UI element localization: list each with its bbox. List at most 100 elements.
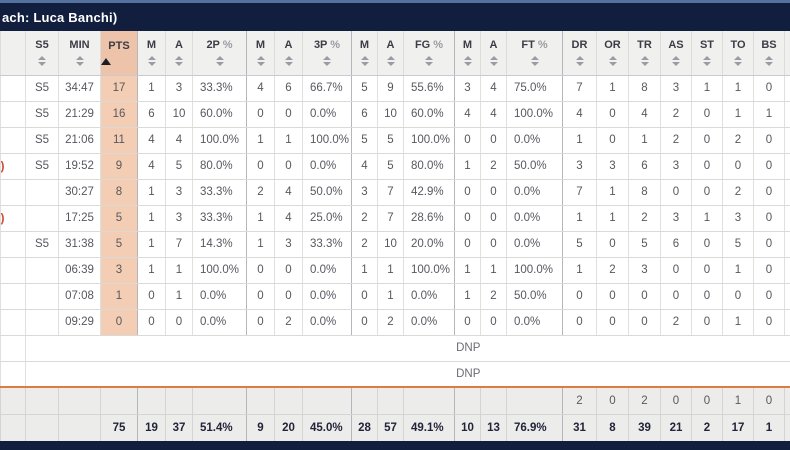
cell-m2p: 4 [137, 153, 166, 180]
cell-as: 21 [660, 414, 692, 442]
column-header-dr[interactable]: DR [562, 31, 597, 76]
cell-m2p: 6 [137, 101, 166, 128]
cell-st: 0 [691, 179, 723, 206]
cell-m2p: 19 [137, 414, 166, 442]
cell-ftpct: 0.0% [506, 127, 563, 154]
cell-bs: 0 [753, 127, 785, 154]
cell-m3p: 0 [246, 309, 275, 336]
cell-name [0, 361, 26, 388]
cell-to: 5 [722, 231, 754, 258]
column-header-mfg[interactable]: M [351, 31, 378, 76]
cell-mft: 1 [454, 283, 481, 310]
cell-a2p: 1 [165, 283, 193, 310]
column-header-pts[interactable]: PTS [100, 31, 138, 76]
column-label: MIN [69, 39, 90, 52]
cell-ftpct: 0.0% [506, 231, 563, 258]
column-header-st[interactable]: ST [691, 31, 723, 76]
cell-m3p: 1 [246, 205, 275, 232]
column-header-next [784, 31, 790, 76]
cell-p3pct: 0.0% [302, 283, 352, 310]
column-header-a2p[interactable]: A [165, 31, 193, 76]
cell-fgpct: 49.1% [403, 414, 455, 442]
column-header-m2p[interactable]: M [137, 31, 166, 76]
cell-dr: 0 [562, 283, 597, 310]
cell-a3p: 20 [274, 414, 303, 442]
cell-fgpct: 42.9% [403, 179, 455, 206]
cell-s5 [25, 309, 59, 336]
column-header-afg[interactable]: A [377, 31, 404, 76]
cell-next [784, 179, 790, 206]
sort-icon [167, 56, 193, 67]
cell-min: 34:47 [58, 75, 101, 102]
cell-bs: 0 [753, 231, 785, 258]
cell-m3p: 0 [246, 283, 275, 310]
sort-icon [482, 56, 507, 67]
cell-st: 0 [691, 283, 723, 310]
column-header-s5[interactable]: S5 [25, 31, 59, 76]
column-header-aft[interactable]: A [480, 31, 507, 76]
cell-s5: S5 [25, 75, 59, 102]
column-header-tr[interactable]: TR [628, 31, 661, 76]
cell-pts: 5 [100, 231, 138, 258]
cell-min: 17:25 [58, 205, 101, 232]
sort-icon [662, 56, 692, 67]
cropped-red-text-fragment: ) [0, 159, 5, 173]
cell-s5 [25, 283, 59, 310]
column-header-p2pct[interactable]: 2P % [192, 31, 247, 76]
column-header-m3p[interactable]: M [246, 31, 275, 76]
cell-next [784, 386, 790, 415]
column-header-bs[interactable]: BS [753, 31, 785, 76]
player-row: 07:08 1 0 1 0.0% 0 0 0.0% 0 1 0.0% 1 2 50.0% 0 0 0 0 0 0 0 [0, 283, 790, 310]
cell-next [784, 283, 790, 310]
cell-s5: S5 [25, 231, 59, 258]
column-header-or[interactable]: OR [596, 31, 629, 76]
cell-fgpct: 80.0% [403, 153, 455, 180]
cell-to: 2 [722, 127, 754, 154]
cell-a2p: 4 [165, 127, 193, 154]
cell-a2p: 0 [165, 309, 193, 336]
cell-m3p: 0 [246, 153, 275, 180]
column-header-a3p[interactable]: A [274, 31, 303, 76]
cell-mfg: 2 [351, 231, 378, 258]
cell-s5 [25, 414, 59, 442]
cell-s5: S5 [25, 127, 59, 154]
cell-a3p [274, 386, 303, 415]
cell-pts: 11 [100, 127, 138, 154]
cell-pts: 17 [100, 75, 138, 102]
column-label: OR [604, 39, 621, 52]
column-header-mft[interactable]: M [454, 31, 481, 76]
cell-mfg: 0 [351, 309, 378, 336]
cell-tr: 5 [628, 231, 661, 258]
cell-dr: 5 [562, 231, 597, 258]
cell-st: 0 [691, 386, 723, 415]
column-header-as[interactable]: AS [660, 31, 692, 76]
cell-m2p: 1 [137, 75, 166, 102]
column-header-ftpct[interactable]: FT % [506, 31, 563, 76]
cell-min: 21:06 [58, 127, 101, 154]
cell-to: 3 [722, 205, 754, 232]
cell-pts: 9 [100, 153, 138, 180]
cell-afg: 1 [377, 283, 404, 310]
column-header-fgpct[interactable]: FG % [403, 31, 455, 76]
cell-tr: 4 [628, 101, 661, 128]
cell-m2p [137, 386, 166, 415]
column-header-p3pct[interactable]: 3P % [302, 31, 352, 76]
cell-as: 6 [660, 231, 692, 258]
cell-m3p [246, 386, 275, 415]
cell-name [0, 309, 26, 336]
cell-a3p: 3 [274, 231, 303, 258]
cell-a3p: 4 [274, 205, 303, 232]
cell-ftpct: 75.0% [506, 75, 563, 102]
coach-title-bar: ach: Luca Banchi) [0, 0, 790, 31]
cell-next [784, 231, 790, 258]
column-label: M [359, 39, 370, 52]
cell-bs: 0 [753, 179, 785, 206]
cell-next [784, 309, 790, 336]
cell-st: 0 [691, 127, 723, 154]
column-header-to[interactable]: TO [722, 31, 754, 76]
column-header-min[interactable]: MIN [58, 31, 101, 76]
cell-pts: 8 [100, 179, 138, 206]
cell-p2pct [192, 386, 247, 415]
column-label: TO [730, 39, 746, 52]
cell-ftpct: 0.0% [506, 309, 563, 336]
